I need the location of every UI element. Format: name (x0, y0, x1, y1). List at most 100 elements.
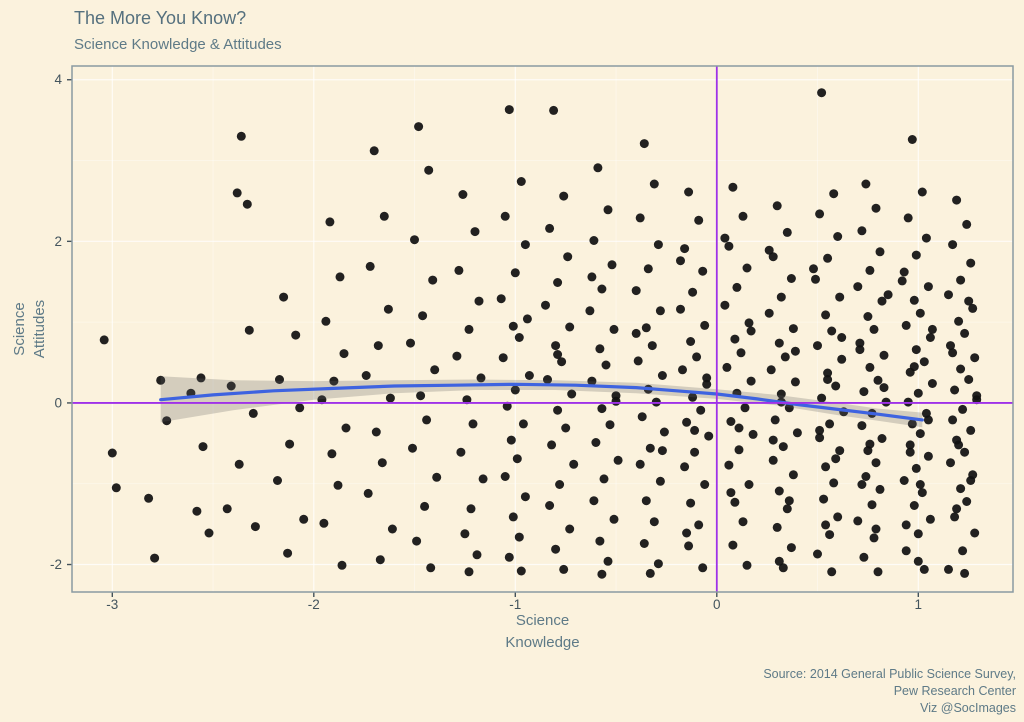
data-point (700, 320, 710, 330)
data-point (329, 376, 339, 386)
data-point (232, 188, 242, 198)
data-point (565, 524, 575, 534)
data-point (383, 304, 393, 314)
data-point (784, 403, 794, 413)
data-point (236, 131, 246, 141)
data-point (823, 253, 833, 263)
data-point (657, 446, 667, 456)
data-point (786, 543, 796, 553)
data-point (867, 500, 877, 510)
data-point (478, 474, 488, 484)
data-point (518, 419, 528, 429)
data-point (782, 227, 792, 237)
y-tick-label: 2 (54, 234, 62, 249)
data-point (921, 233, 931, 243)
data-point (744, 318, 754, 328)
x-axis-title-line2: Knowledge (505, 634, 580, 651)
x-tick-label: -3 (106, 597, 118, 612)
data-point (555, 480, 565, 489)
data-point (561, 423, 571, 433)
data-point (774, 338, 784, 348)
data-point (686, 498, 696, 508)
data-point (273, 476, 282, 485)
data-point (871, 524, 881, 534)
data-point (825, 530, 835, 540)
x-tick-label: -2 (308, 597, 320, 612)
data-point (919, 564, 929, 574)
data-point (952, 504, 962, 514)
data-point (821, 462, 831, 472)
data-point (418, 311, 428, 321)
data-point (817, 88, 827, 98)
data-point (111, 483, 121, 493)
data-point (244, 325, 254, 335)
data-point (385, 393, 395, 403)
data-point (516, 177, 526, 186)
data-point (790, 377, 800, 387)
data-point (964, 375, 974, 384)
data-point (377, 458, 387, 468)
data-point (720, 233, 730, 243)
data-point (863, 312, 873, 321)
caption-line1: Source: 2014 General Public Science Surv… (763, 667, 1016, 681)
data-point (925, 333, 935, 342)
data-point (950, 512, 960, 522)
data-point (901, 320, 911, 330)
data-point (333, 480, 343, 490)
data-point (234, 459, 244, 469)
y-tick-label: 4 (54, 72, 62, 87)
data-point (788, 470, 798, 480)
data-point (196, 373, 206, 383)
data-point (907, 419, 917, 429)
data-point (285, 439, 295, 449)
data-point (899, 476, 909, 485)
data-point (925, 514, 935, 524)
data-point (855, 345, 865, 355)
data-point (768, 435, 778, 445)
data-point (861, 179, 871, 189)
data-point (724, 460, 734, 470)
data-point (772, 201, 782, 211)
data-point (321, 316, 331, 326)
data-point (786, 274, 796, 283)
data-point (551, 544, 561, 554)
data-point (454, 265, 464, 275)
data-point (954, 440, 964, 450)
data-point (748, 429, 758, 439)
data-point (954, 316, 964, 326)
data-point (734, 445, 744, 455)
data-point (597, 404, 607, 414)
data-point (960, 447, 970, 457)
data-point (589, 496, 599, 506)
data-point (726, 488, 736, 498)
data-point (702, 373, 712, 383)
data-point (597, 284, 607, 294)
data-point (927, 379, 937, 388)
data-point (702, 379, 712, 389)
data-point (831, 381, 841, 391)
data-point (363, 488, 373, 498)
data-point (150, 553, 160, 563)
data-point (565, 322, 575, 332)
trend-line (159, 382, 924, 422)
data-point (827, 326, 837, 336)
data-point (545, 223, 555, 233)
data-point (593, 163, 603, 173)
data-point (609, 514, 619, 524)
data-point (877, 434, 887, 443)
data-point (371, 427, 381, 437)
data-point (553, 405, 563, 415)
data-point (728, 540, 738, 550)
data-point (728, 182, 738, 192)
data-point (956, 364, 966, 374)
data-point (248, 408, 258, 418)
data-point (676, 304, 685, 314)
caption-line2: Pew Research Center (893, 684, 1016, 698)
data-point (909, 362, 919, 372)
data-point (420, 501, 430, 511)
data-point (645, 443, 655, 453)
data-point (504, 552, 514, 562)
data-point (107, 448, 117, 458)
data-point (742, 263, 752, 273)
data-point (633, 356, 643, 366)
